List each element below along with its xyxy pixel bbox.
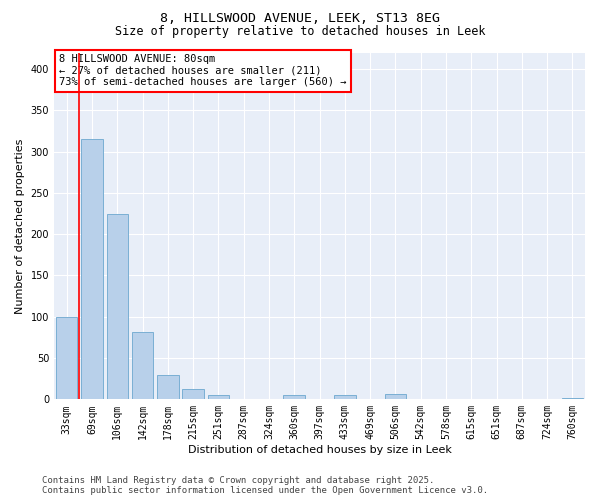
Bar <box>208 395 229 400</box>
Bar <box>385 394 406 400</box>
Bar <box>107 214 128 400</box>
Bar <box>157 376 179 400</box>
Y-axis label: Number of detached properties: Number of detached properties <box>15 138 25 314</box>
Text: Size of property relative to detached houses in Leek: Size of property relative to detached ho… <box>115 25 485 38</box>
Bar <box>283 395 305 400</box>
Bar <box>562 398 583 400</box>
Text: 8 HILLSWOOD AVENUE: 80sqm
← 27% of detached houses are smaller (211)
73% of semi: 8 HILLSWOOD AVENUE: 80sqm ← 27% of detac… <box>59 54 347 88</box>
Bar <box>182 390 204 400</box>
Bar <box>81 139 103 400</box>
Bar <box>132 332 153 400</box>
Text: Contains HM Land Registry data © Crown copyright and database right 2025.
Contai: Contains HM Land Registry data © Crown c… <box>42 476 488 495</box>
Bar <box>334 395 356 400</box>
Bar <box>56 317 77 400</box>
Text: 8, HILLSWOOD AVENUE, LEEK, ST13 8EG: 8, HILLSWOOD AVENUE, LEEK, ST13 8EG <box>160 12 440 26</box>
X-axis label: Distribution of detached houses by size in Leek: Distribution of detached houses by size … <box>188 445 451 455</box>
